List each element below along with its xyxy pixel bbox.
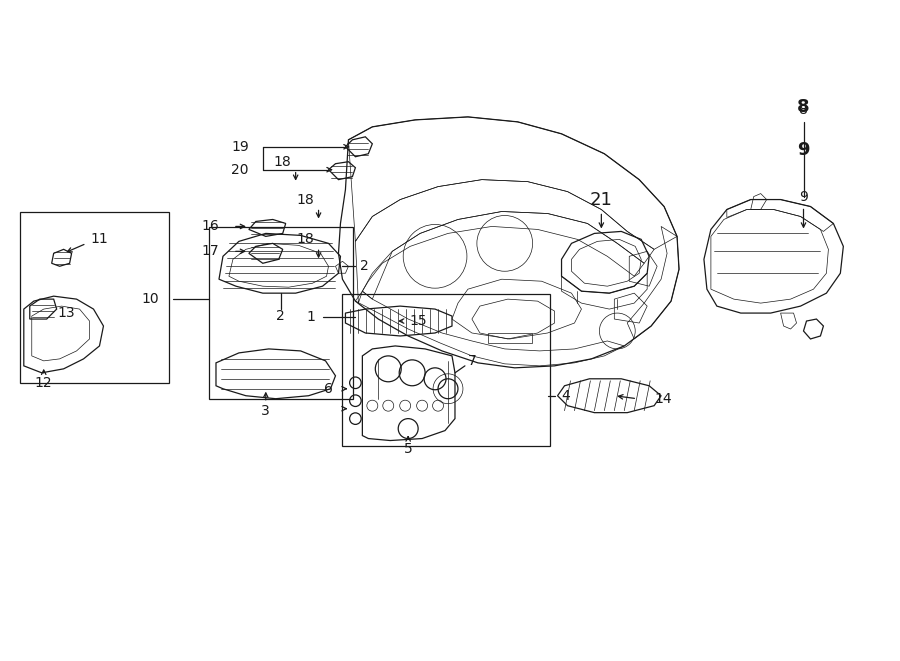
Text: 9: 9 [799,190,808,204]
Text: 17: 17 [202,245,219,258]
Bar [209,227,354,399]
Text: 9: 9 [797,141,810,159]
Text: 18: 18 [274,155,292,169]
Text: 21: 21 [590,190,613,209]
Text: 11: 11 [91,233,108,247]
Text: 2: 2 [276,309,285,323]
Text: 20: 20 [231,163,248,176]
Bar [343,294,550,446]
Text: 8: 8 [797,98,810,116]
Text: 4: 4 [562,389,571,403]
Text: 13: 13 [58,306,76,320]
Text: 18: 18 [297,233,314,247]
Bar [20,212,169,383]
Text: 15: 15 [410,314,427,328]
Text: 5: 5 [404,442,412,455]
Text: 12: 12 [35,376,52,390]
Text: 6: 6 [324,382,332,396]
Text: 1: 1 [307,310,316,324]
Text: 10: 10 [141,292,159,306]
Text: 14: 14 [654,392,671,406]
Text: 16: 16 [202,219,219,233]
Text: 8: 8 [799,103,808,117]
Text: 2: 2 [360,259,369,273]
Text: 19: 19 [231,139,248,154]
Text: 18: 18 [297,192,314,206]
Text: 3: 3 [261,404,270,418]
Text: 7: 7 [468,354,477,368]
